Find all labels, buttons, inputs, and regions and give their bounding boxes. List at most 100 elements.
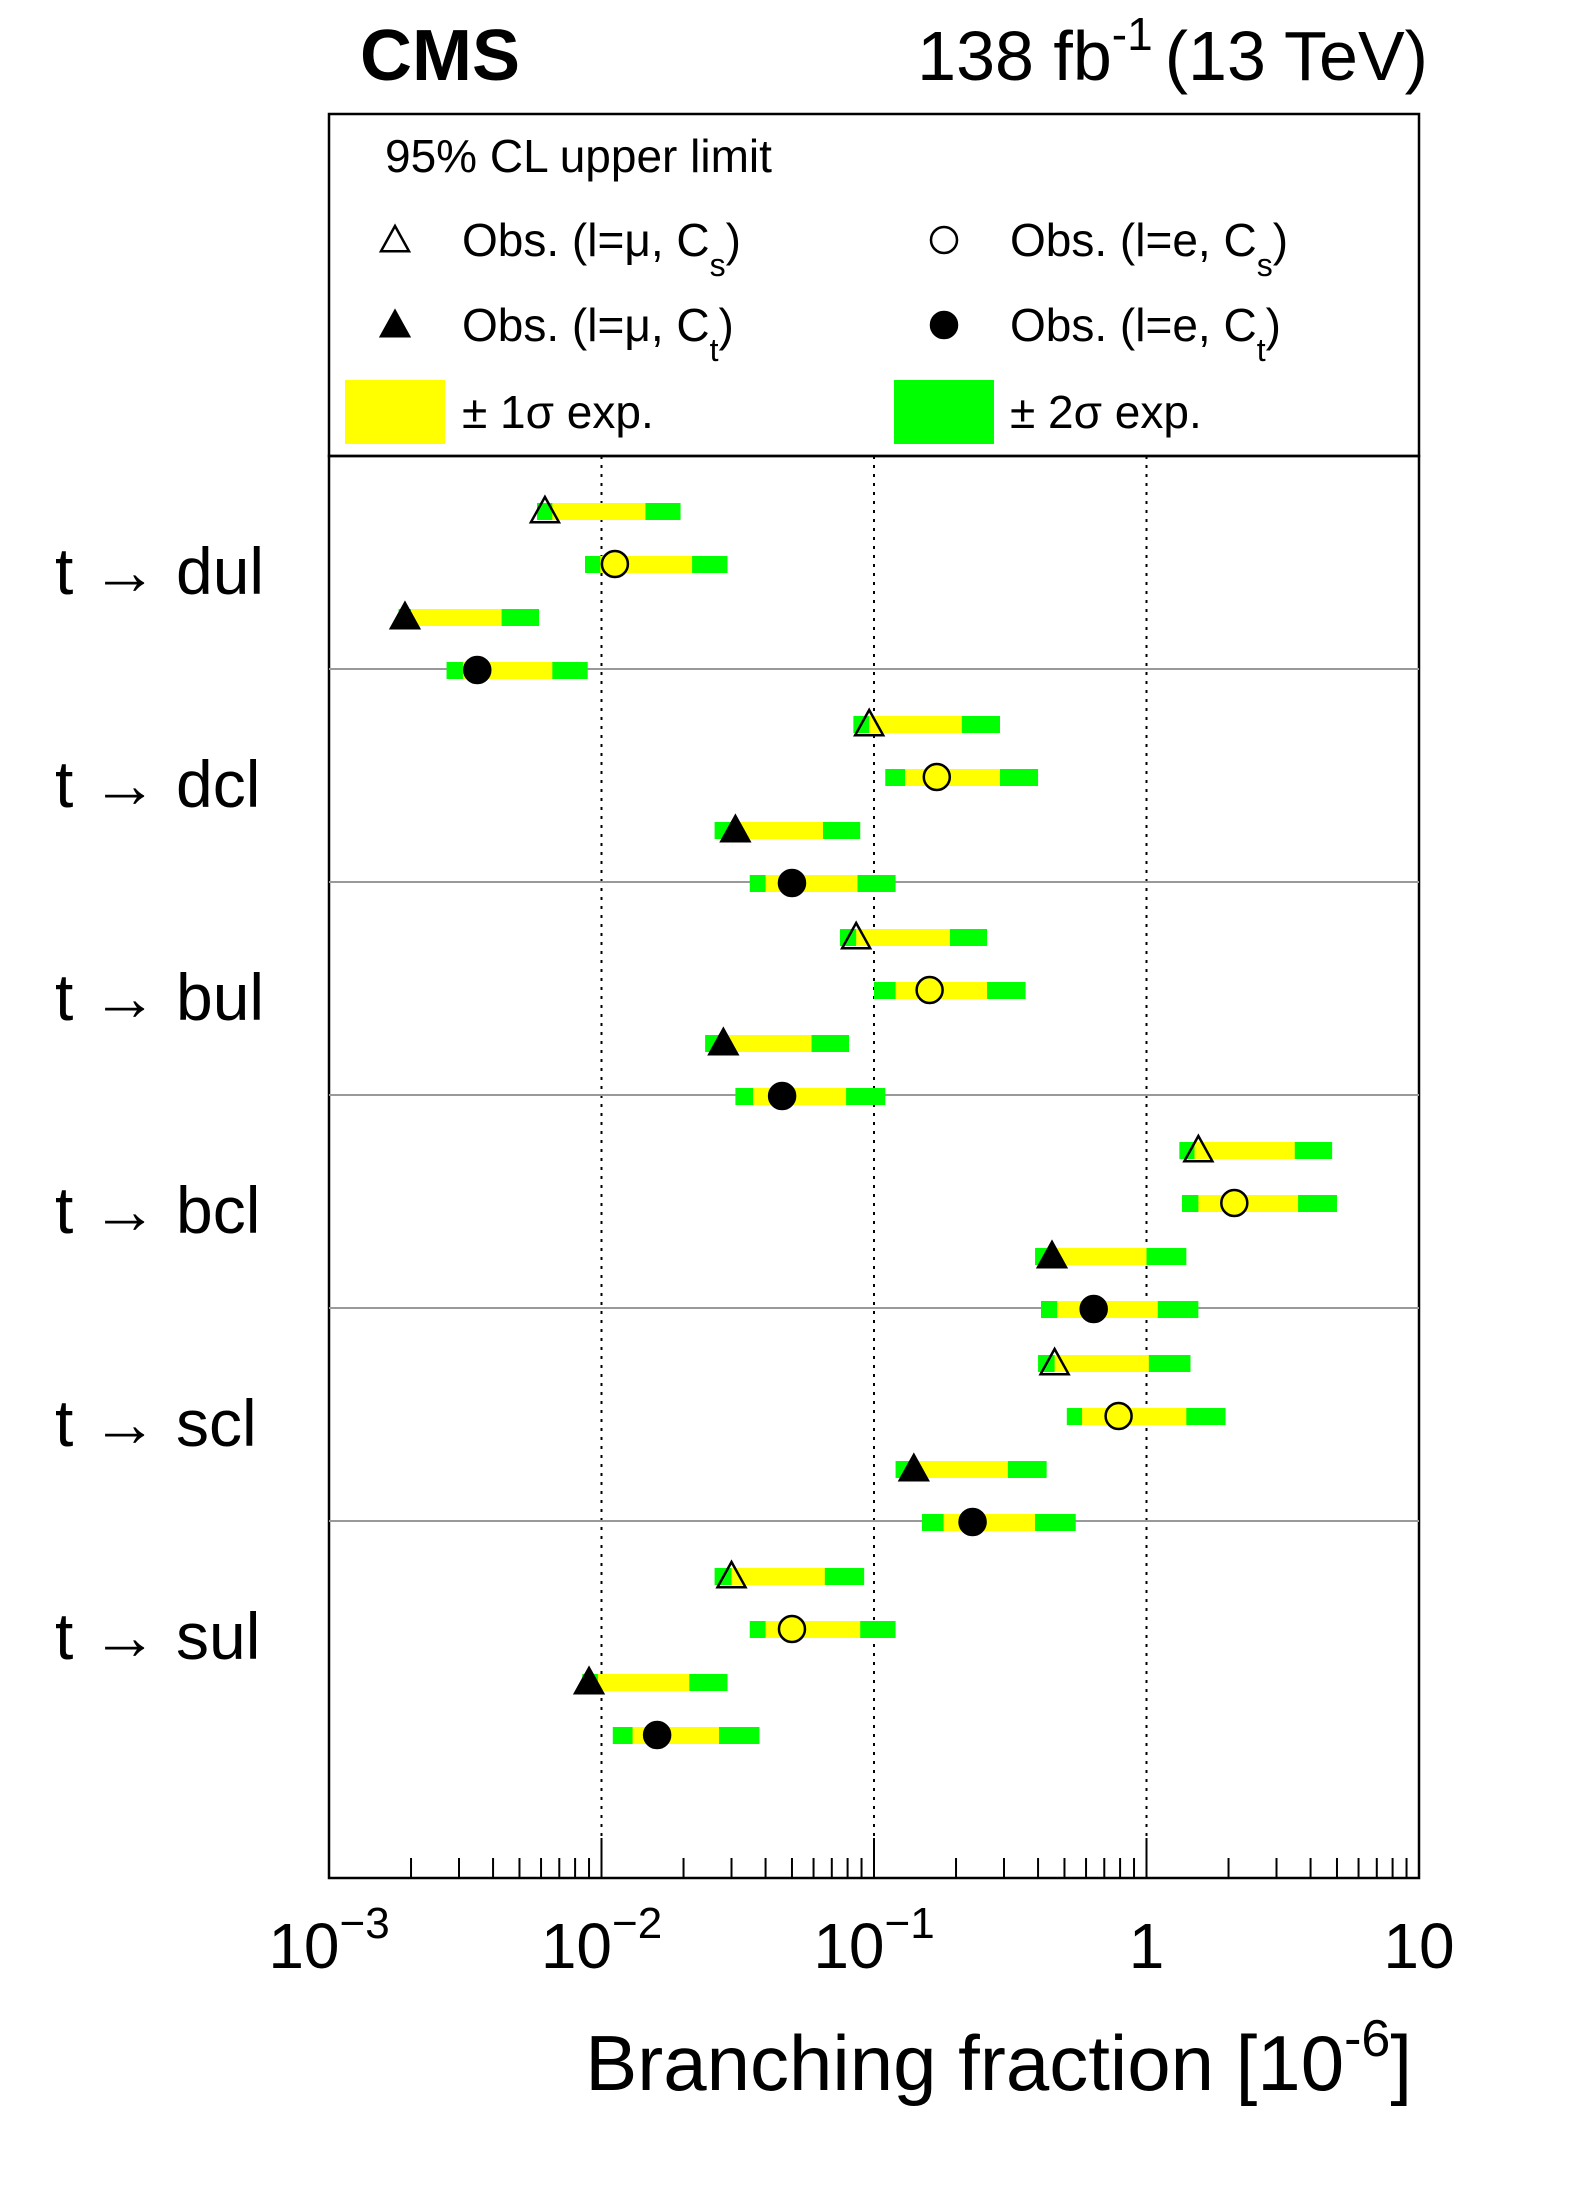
band-1sigma-bul-obs_mu_ct xyxy=(719,1035,812,1052)
x-axis-ticks xyxy=(328,1838,1420,1878)
x-tick-label-base: 10 xyxy=(268,1910,339,1982)
marker-dul-obs_e_ct xyxy=(463,655,492,685)
marker-bul-obs_e_ct xyxy=(767,1081,797,1111)
x-tick-label: 10−2 xyxy=(541,1899,662,1982)
legend-label-suffix: ) xyxy=(1273,214,1288,266)
x-tick-label: 10−1 xyxy=(813,1899,934,1982)
x-tick-label: 10 xyxy=(1383,1910,1454,1982)
marker-dcl-obs_mu_ct xyxy=(719,813,752,843)
legend-title: 95% CL upper limit xyxy=(385,130,772,182)
marker-bcl-obs_mu_cs xyxy=(1182,1133,1215,1163)
marker-bul-obs_e_cs xyxy=(915,975,944,1005)
band-1sigma-bcl-obs_mu_ct xyxy=(1052,1248,1147,1265)
band-1sigma-dul-obs_mu_ct xyxy=(411,609,502,626)
marker-scl-obs_e_ct xyxy=(958,1507,987,1537)
legend-marker-obs_mu_cs xyxy=(378,223,412,253)
x-tick-label: 10−3 xyxy=(268,1899,389,1982)
legend-label-subscript: s xyxy=(710,247,726,283)
marker-bul-obs_mu_ct xyxy=(707,1026,740,1056)
marker-dul-obs_mu_ct xyxy=(388,600,422,630)
band-1sigma-bul-obs_mu_cs xyxy=(856,929,950,946)
legend-label-suffix: ) xyxy=(719,299,734,351)
marker-sul-obs_mu_cs xyxy=(715,1559,748,1589)
marker-scl-obs_mu_cs xyxy=(1038,1346,1071,1376)
legend-label-suffix: ) xyxy=(726,214,741,266)
category-labels: t → dul t → dcl t → bul t → bcl t → scl t → s… xyxy=(55,534,264,1673)
category-label-bcl: t → bcl xyxy=(55,1173,260,1247)
legend-label-text: Obs. (l=e, C xyxy=(1010,299,1257,351)
x-axis-tick-labels: 10−3 10−2 10−1 1 10 xyxy=(268,1899,1454,1982)
band-1sigma-bcl-obs_mu_cs xyxy=(1194,1142,1295,1159)
x-axis-title-text: Branching fraction [10 xyxy=(585,2019,1344,2107)
band-1sigma-sul-obs_mu_ct xyxy=(597,1674,690,1691)
legend-label-one_sigma: ± 1σ exp. xyxy=(462,386,654,438)
legend-label-subscript: s xyxy=(1257,247,1273,283)
band-1sigma-dcl-obs_e_cs xyxy=(905,769,1001,786)
marker-scl-obs_mu_ct xyxy=(897,1452,930,1482)
x-axis-title-exp: -6 xyxy=(1344,2010,1390,2068)
category-label-bul: t → bul xyxy=(55,960,264,1034)
band-1sigma-dcl-obs_mu_ct xyxy=(731,822,824,839)
category-label-sul: t → sul xyxy=(55,1599,260,1673)
legend-label-two_sigma: ± 2σ exp. xyxy=(1010,386,1202,438)
legend-label-obs_mu_cs: Obs. (l=μ, Cs) xyxy=(462,214,741,283)
lumi-value: 138 fb xyxy=(917,17,1112,95)
energy-label: (13 TeV) xyxy=(1165,17,1428,95)
x-tick-label-base: 10 xyxy=(541,1910,612,1982)
x-tick-label-base: 1 xyxy=(1129,1910,1165,1982)
legend-label-obs_e_cs: Obs. (l=e, Cs) xyxy=(1010,214,1288,283)
x-tick-label-base: 10 xyxy=(813,1910,884,1982)
category-label-scl: t → scl xyxy=(55,1386,257,1460)
legend-label-obs_mu_ct: Obs. (l=μ, Ct) xyxy=(462,299,734,368)
marker-bcl-obs_e_cs xyxy=(1220,1188,1249,1218)
category-label-dul: t → dul xyxy=(55,534,264,608)
x-tick-label-exp: −1 xyxy=(885,1899,935,1948)
experiment-label: CMS xyxy=(360,16,520,96)
x-tick-label: 1 xyxy=(1129,1910,1165,1982)
legend-marker-obs_e_cs xyxy=(929,225,959,255)
legend-label-text: Obs. (l=μ, C xyxy=(462,299,710,351)
expected-bands xyxy=(398,503,1337,1744)
x-axis-title: Branching fraction [10-6] xyxy=(585,2010,1412,2107)
band-1sigma-dul-obs_mu_cs xyxy=(552,503,646,520)
lumi-exp: -1 xyxy=(1112,8,1153,60)
marker-dcl-obs_e_ct xyxy=(777,868,807,898)
observed-markers xyxy=(388,494,1249,1750)
x-axis-title-suffix: ] xyxy=(1390,2019,1412,2107)
band-1sigma-bul-obs_e_ct xyxy=(753,1088,847,1105)
legend-label-text: Obs. (l=μ, C xyxy=(462,214,710,266)
legend-entries: Obs. (l=μ, Cs) Obs. (l=e, Cs)Obs. (l=μ, C… xyxy=(345,214,1288,444)
legend-label-subscript: t xyxy=(1257,332,1266,368)
lumi-label: 138 fb-1 (13 TeV) xyxy=(917,8,1428,95)
gridlines xyxy=(600,456,1148,1878)
marker-dcl-obs_e_cs xyxy=(922,762,952,792)
band-1sigma-scl-obs_mu_ct xyxy=(913,1461,1008,1478)
marker-sul-obs_e_cs xyxy=(777,1614,807,1644)
legend-marker-obs_e_ct xyxy=(929,310,959,340)
band-1sigma-sul-obs_mu_cs xyxy=(731,1568,825,1585)
marker-dul-obs_e_cs xyxy=(600,549,630,579)
marker-bul-obs_mu_cs xyxy=(840,920,873,950)
marker-sul-obs_mu_ct xyxy=(572,1665,606,1695)
legend-marker-obs_mu_ct xyxy=(378,308,412,338)
band-1sigma-dcl-obs_mu_cs xyxy=(869,716,962,733)
x-tick-label-exp: −3 xyxy=(340,1899,390,1948)
legend-label-subscript: t xyxy=(710,332,719,368)
legend-label-obs_e_ct: Obs. (l=e, Ct) xyxy=(1010,299,1281,368)
legend-label-text: Obs. (l=e, C xyxy=(1010,214,1257,266)
legend-swatch-one_sigma xyxy=(345,380,445,444)
marker-dul-obs_mu_cs xyxy=(528,494,562,524)
marker-sul-obs_e_ct xyxy=(642,1720,672,1750)
legend: 95% CL upper limit Obs. (l=μ, Cs) Obs. (l… xyxy=(327,112,1421,458)
band-1sigma-scl-obs_mu_cs xyxy=(1054,1355,1149,1372)
category-label-dcl: t → dcl xyxy=(55,747,260,821)
x-tick-label-exp: −2 xyxy=(612,1899,662,1948)
x-tick-label-base: 10 xyxy=(1383,1910,1454,1982)
marker-bcl-obs_e_ct xyxy=(1079,1294,1108,1324)
legend-label-suffix: ) xyxy=(1266,299,1281,351)
marker-scl-obs_e_cs xyxy=(1104,1401,1133,1431)
band-1sigma-scl-obs_e_ct xyxy=(943,1514,1036,1531)
band-1sigma-scl-obs_e_cs xyxy=(1082,1408,1187,1425)
legend-swatch-two_sigma xyxy=(894,380,994,444)
